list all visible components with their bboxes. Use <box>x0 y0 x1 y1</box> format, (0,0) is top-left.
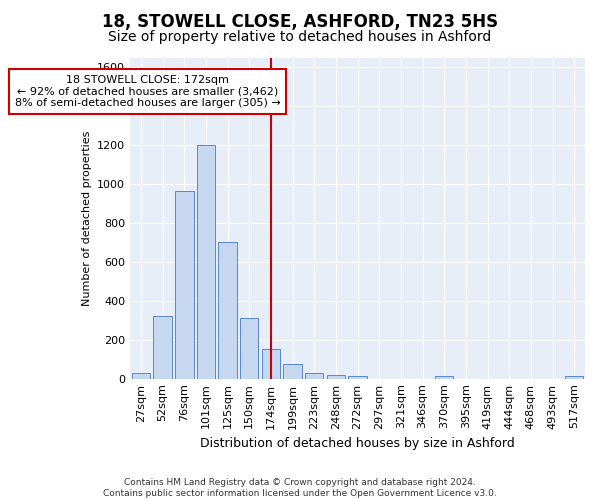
Bar <box>435 376 454 378</box>
Bar <box>262 350 280 378</box>
Bar <box>132 373 150 378</box>
Bar <box>283 364 302 378</box>
Text: Contains HM Land Registry data © Crown copyright and database right 2024.
Contai: Contains HM Land Registry data © Crown c… <box>103 478 497 498</box>
Bar <box>197 145 215 378</box>
Bar <box>305 373 323 378</box>
Bar <box>175 191 194 378</box>
Y-axis label: Number of detached properties: Number of detached properties <box>82 130 92 306</box>
Bar <box>565 376 583 378</box>
Bar <box>349 376 367 378</box>
Bar <box>240 318 259 378</box>
Text: Size of property relative to detached houses in Ashford: Size of property relative to detached ho… <box>109 30 491 44</box>
X-axis label: Distribution of detached houses by size in Ashford: Distribution of detached houses by size … <box>200 437 515 450</box>
Bar <box>327 375 345 378</box>
Text: 18, STOWELL CLOSE, ASHFORD, TN23 5HS: 18, STOWELL CLOSE, ASHFORD, TN23 5HS <box>102 12 498 30</box>
Bar <box>218 242 237 378</box>
Bar <box>154 316 172 378</box>
Text: 18 STOWELL CLOSE: 172sqm
← 92% of detached houses are smaller (3,462)
8% of semi: 18 STOWELL CLOSE: 172sqm ← 92% of detach… <box>14 75 280 108</box>
